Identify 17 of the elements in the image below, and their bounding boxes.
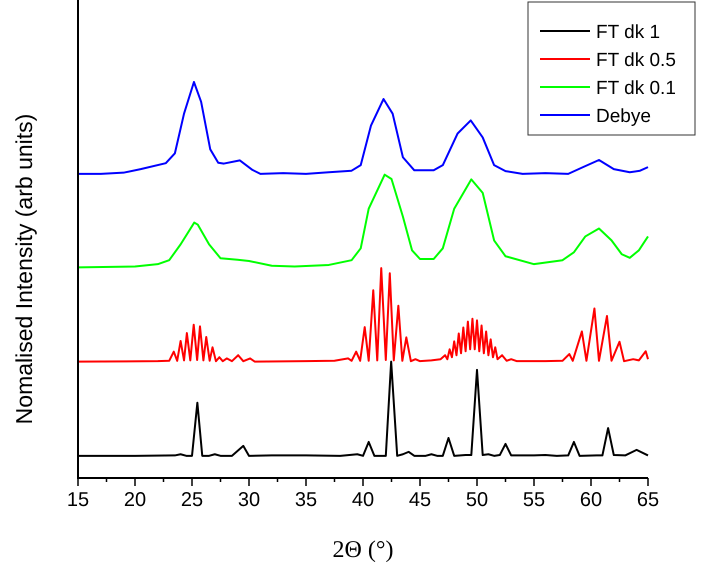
x-tick-label: 20 xyxy=(124,489,146,511)
x-tick-label: 30 xyxy=(238,489,260,511)
x-axis-title: 2Θ (°) xyxy=(332,537,394,563)
x-tick-label: 50 xyxy=(466,489,488,511)
legend-label: Debye xyxy=(596,106,651,127)
x-tick-label: 60 xyxy=(580,489,602,511)
x-tick-label: 15 xyxy=(66,489,90,511)
legend-label: FT dk 0.5 xyxy=(596,50,676,71)
x-tick-label: 40 xyxy=(352,489,374,511)
legend-label: FT dk 0.1 xyxy=(596,78,676,99)
y-axis-title: Nomalised Intensity (arb units) xyxy=(11,114,37,424)
x-tick-label: 35 xyxy=(294,489,318,511)
x-tick-label: 65 xyxy=(636,489,660,511)
x-tick-label: 45 xyxy=(408,489,432,511)
x-tick-label: 55 xyxy=(522,489,546,511)
x-tick-label: 25 xyxy=(180,489,204,511)
legend-label: FT dk 1 xyxy=(596,22,660,43)
